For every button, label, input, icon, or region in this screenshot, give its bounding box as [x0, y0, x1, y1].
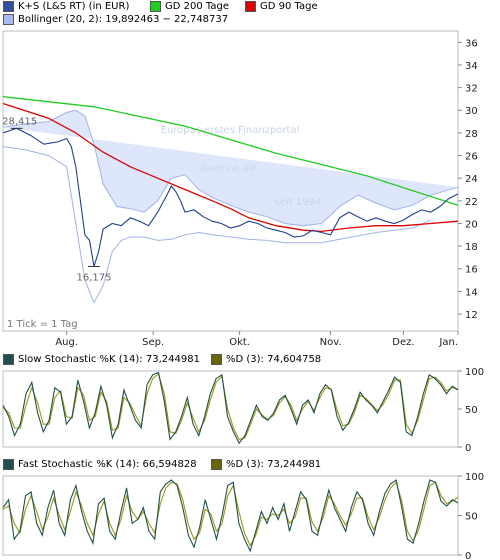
- slow-stochastic-chart: 0 50 100: [2, 368, 484, 452]
- bollinger-band: [3, 110, 458, 226]
- legend-item-fast-d: %D (3): 73,244981: [211, 459, 321, 470]
- legend-label: K+S (L&S RT) (in EUR): [18, 1, 130, 12]
- y-tick-label: 26: [465, 152, 478, 163]
- fast-stochastic-chart: 0 50 100: [2, 473, 484, 560]
- y-tick-label: 20: [465, 219, 478, 230]
- y-tick-label: 28: [465, 129, 478, 140]
- price-chart: 12 14 16 18 20 22 24 26 28 30 32 34 36 Aug. Sep. Okt. No…: [2, 30, 478, 347]
- x-tick-label: Dez.: [392, 337, 414, 347]
- y-tick-label: 18: [465, 242, 478, 253]
- y-tick-label: 36: [465, 38, 478, 49]
- watermark-line3: seit 1994: [275, 197, 322, 208]
- legend-swatch: [3, 1, 14, 12]
- legend-label: GD 90 Tage: [260, 1, 318, 12]
- fast-stochastic-legend: Fast Stochastic %K (14): 66,594828 %D (3…: [0, 459, 500, 473]
- main-legend: K+S (L&S RT) (in EUR) GD 200 Tage GD 90 …: [0, 0, 500, 26]
- annotation-label: 16,175: [77, 272, 112, 283]
- y-tick-label: 22: [465, 197, 478, 208]
- legend-swatch: [3, 459, 14, 470]
- fast-stochastic-y-tick-label: 100: [465, 473, 484, 483]
- y-tick-label: 16: [465, 265, 478, 276]
- price-line: [2, 127, 459, 267]
- bollinger-upper-line: [2, 109, 459, 227]
- x-tick-label: Okt.: [229, 337, 250, 347]
- slow-stochastic-y-tick-label: 100: [465, 368, 484, 378]
- gd90-line: [2, 102, 459, 233]
- slow-stochastic-legend: Slow Stochastic %K (14): 73,244981 %D (3…: [0, 354, 500, 368]
- y-tick-label: 12: [465, 310, 478, 321]
- legend-item-bollinger: Bollinger (20, 2): 19,892463 − 22,748737: [3, 14, 228, 25]
- gd200-line: [2, 96, 459, 206]
- bollinger-lower-line: [2, 146, 431, 304]
- x-tick-label: Sep.: [142, 337, 164, 347]
- slow-stochastic-y-tick-label: 50: [465, 405, 478, 416]
- watermark-logo: boerse.de: [200, 163, 256, 174]
- legend-label: %D (3): 73,244981: [226, 459, 322, 470]
- annotation-label: 28,415: [2, 116, 37, 127]
- legend-item-slow-d: %D (3): 74,604758: [211, 354, 321, 365]
- legend-swatch: [211, 459, 222, 470]
- watermark-line1: Europas erstes Finanzportal: [161, 125, 300, 136]
- y-tick-label: 34: [465, 61, 478, 72]
- fast-stochastic-y-tick-label: 50: [465, 512, 478, 523]
- legend-item-slow-k: Slow Stochastic %K (14): 73,244981: [3, 354, 200, 365]
- y-tick-label: 24: [465, 174, 478, 185]
- slow-stochastic-plot-area: [2, 370, 459, 448]
- legend-item-gd200: GD 200 Tage: [150, 1, 229, 12]
- slow-stochastic-y-tick-label: 0: [465, 443, 471, 452]
- legend-swatch: [3, 14, 14, 25]
- legend-label: %D (3): 74,604758: [226, 354, 322, 365]
- y-tick-label: 32: [465, 84, 478, 95]
- legend-item-price: K+S (L&S RT) (in EUR): [3, 1, 129, 12]
- x-tick-label: Aug.: [55, 337, 78, 347]
- legend-swatch: [150, 1, 161, 12]
- fast-stochastic-plot-area: [2, 475, 459, 556]
- legend-item-fast-k: Fast Stochastic %K (14): 66,594828: [3, 459, 197, 470]
- legend-label: Slow Stochastic %K (14): 73,244981: [18, 354, 200, 365]
- legend-swatch: [3, 354, 14, 365]
- legend-label: GD 200 Tage: [165, 1, 229, 12]
- x-tick-label: Jan.: [438, 337, 458, 347]
- fast-stochastic-y-tick-label: 0: [465, 551, 471, 560]
- legend-label: Fast Stochastic %K (14): 66,594828: [18, 459, 197, 470]
- tick-note: 1 Tick = 1 Tag: [7, 319, 78, 330]
- legend-swatch: [211, 354, 222, 365]
- y-tick-label: 30: [465, 106, 478, 117]
- legend-label: Bollinger (20, 2): 19,892463 − 22,748737: [18, 14, 229, 25]
- y-tick-label: 14: [465, 287, 478, 298]
- fast-stochastic-k-line: [2, 479, 459, 553]
- legend-swatch: [245, 1, 256, 12]
- x-tick-label: Nov.: [320, 337, 342, 347]
- slow-stochastic-d-line: [2, 373, 459, 441]
- legend-item-gd90: GD 90 Tage: [245, 1, 318, 12]
- slow-stochastic-k-line: [2, 371, 459, 445]
